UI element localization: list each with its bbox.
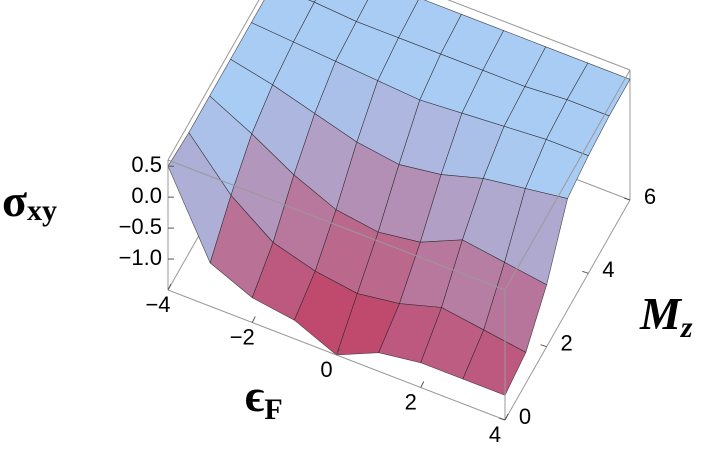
z-axis-label: σxy bbox=[2, 175, 57, 227]
y-tick bbox=[623, 197, 631, 201]
x-tick-label: −2 bbox=[230, 324, 255, 349]
x-axis-label: ϵF bbox=[245, 370, 283, 426]
x-tick-label: 4 bbox=[489, 422, 501, 447]
y-axis-label: Mz bbox=[639, 288, 693, 344]
x-tick-label: 2 bbox=[405, 389, 417, 414]
box-edge bbox=[167, 159, 506, 291]
x-tick bbox=[251, 316, 256, 323]
x-tick-label: 0 bbox=[320, 357, 332, 382]
x-tick bbox=[504, 413, 509, 421]
z-tick-label: −0.5 bbox=[119, 214, 162, 239]
y-tick bbox=[498, 417, 506, 421]
x-tick bbox=[420, 381, 425, 388]
z-tick-label: 0.0 bbox=[131, 183, 162, 208]
surface-patch bbox=[462, 329, 527, 396]
y-tick-label: 0 bbox=[519, 404, 531, 429]
box-edge bbox=[447, 0, 631, 71]
y-tick bbox=[582, 270, 589, 274]
z-tick-label: −1.0 bbox=[119, 245, 162, 270]
y-tick bbox=[540, 344, 547, 348]
x-tick bbox=[336, 348, 340, 356]
box-edge bbox=[504, 199, 631, 421]
x-tick-label: −4 bbox=[145, 292, 170, 317]
y-tick-label: 4 bbox=[602, 257, 614, 282]
box-edge bbox=[167, 0, 260, 161]
x-tick bbox=[167, 283, 172, 291]
y-tick-label: 6 bbox=[644, 184, 656, 209]
box-edge bbox=[504, 69, 631, 291]
z-tick-label: 0.5 bbox=[131, 152, 162, 177]
y-tick-label: 2 bbox=[561, 330, 573, 355]
